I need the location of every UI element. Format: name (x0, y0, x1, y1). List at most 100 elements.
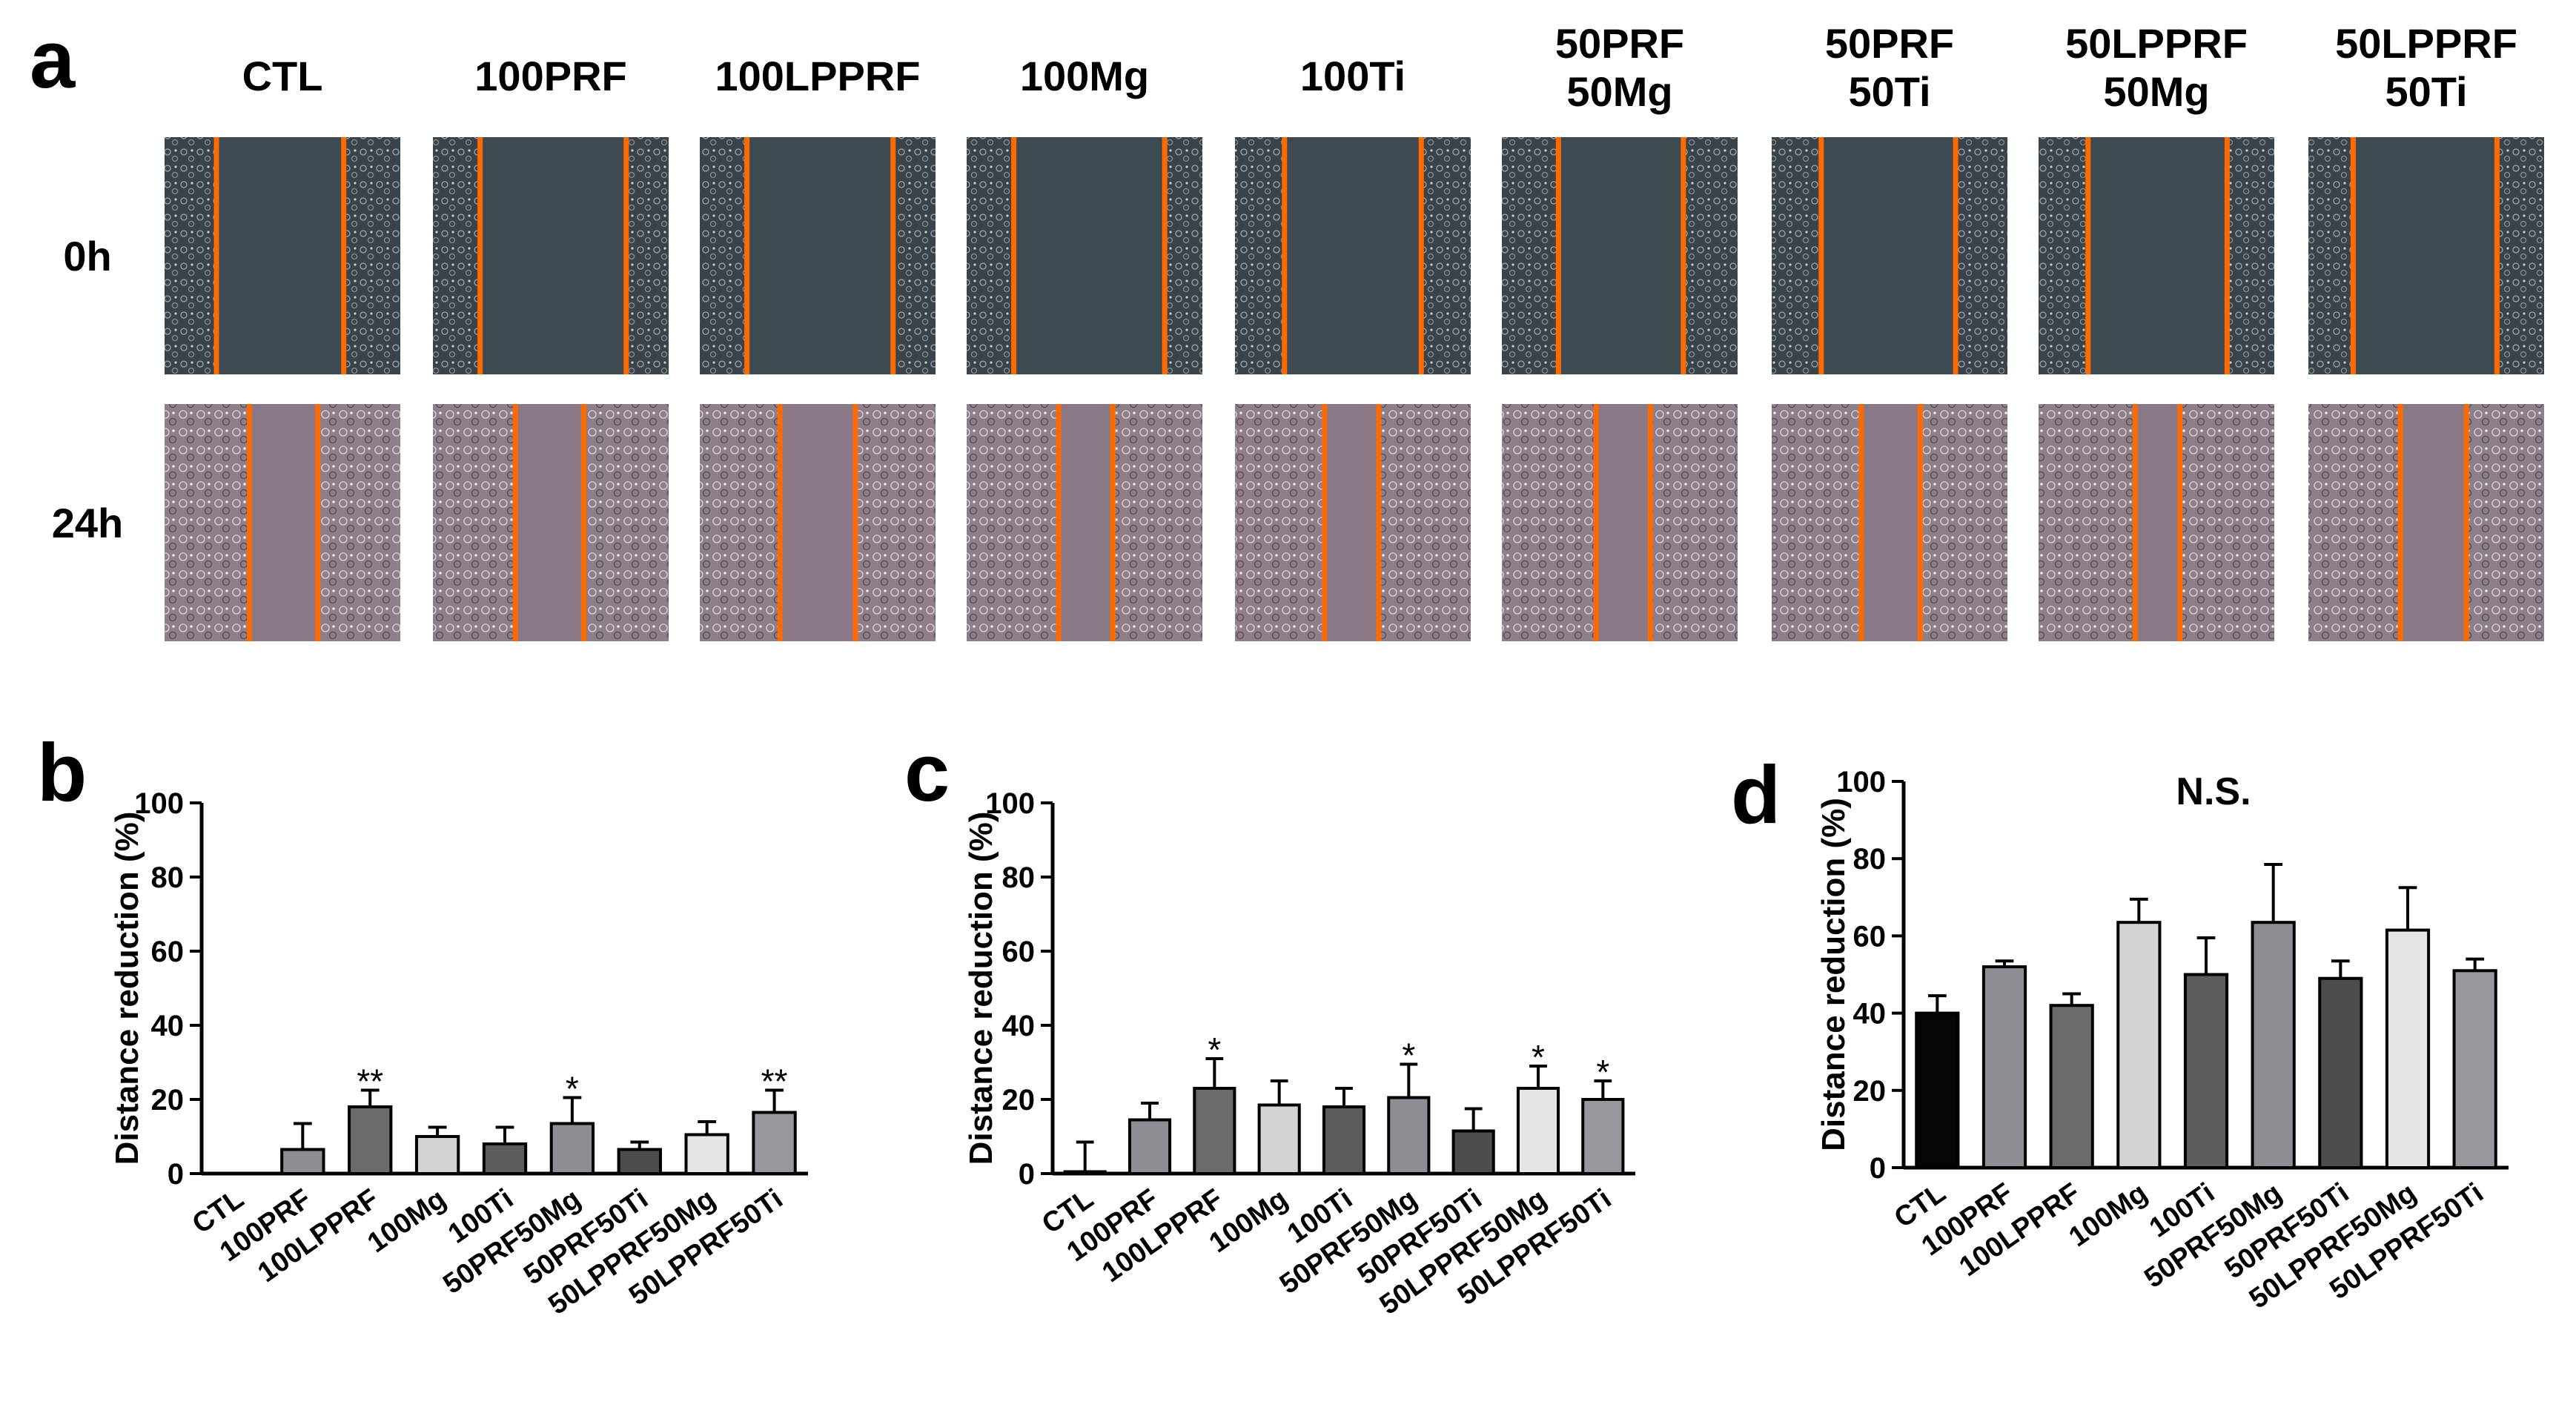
bar-50PRF50Ti (1451, 1129, 1495, 1175)
panel-letter-c: c (904, 727, 950, 818)
significance-50LPPRF50Ti: ** (761, 1062, 788, 1101)
bar-100Mg (1257, 1103, 1301, 1175)
panel-letter-a: a (30, 14, 76, 105)
wound-gap (2400, 404, 2467, 641)
y-tick-label: 80 (1002, 861, 1036, 894)
wound-gap (216, 137, 344, 374)
wound-gap (2135, 404, 2180, 641)
bar-100LPPRF (348, 1105, 393, 1175)
row-label-0h: 0h (63, 233, 111, 279)
wound-gap (480, 137, 626, 374)
column-header-6-line0: 50PRF (1825, 20, 1954, 67)
micrograph-0h-8 (2308, 137, 2544, 374)
y-tick-label: 20 (151, 1084, 185, 1116)
micrograph-0h-4 (1235, 137, 1471, 374)
bar-50LPPRF50Ti (752, 1111, 797, 1175)
bar-50PRF50Mg (1387, 1096, 1431, 1175)
bar-50LPPRF50Ti (1581, 1098, 1625, 1175)
wound-gap (2353, 137, 2497, 374)
row-labels: 0h 24h (52, 233, 124, 546)
y-tick-label: 100 (1836, 766, 1886, 798)
row-label-24h: 24h (52, 500, 124, 546)
column-header-7-line1: 50Mg (2103, 68, 2209, 115)
column-header-1: 100PRF (474, 53, 626, 99)
micrograph-0h-7 (2039, 137, 2274, 374)
micrograph-0h-3 (967, 137, 1202, 374)
bar-100PRF (1981, 965, 2027, 1169)
micrograph-0h-2 (700, 137, 936, 374)
wound-gap (1596, 404, 1651, 641)
micrograph-0h-5 (1502, 137, 1738, 374)
y-tick-label: 80 (1853, 843, 1887, 876)
micrograph-24h-6 (1772, 404, 2007, 641)
bar-50LPPRF50Mg (2385, 928, 2431, 1169)
bar-100LPPRF (2049, 1004, 2094, 1170)
wound-gap (2087, 137, 2228, 374)
column-header-5-line0: 50PRF (1555, 20, 1684, 67)
y-tick-label: 20 (1853, 1075, 1887, 1108)
micrograph-0h-0 (165, 137, 400, 374)
bar-50PRF50Ti (2318, 976, 2363, 1169)
significance-50PRF50Mg: * (566, 1070, 579, 1108)
y-tick-label: 0 (1870, 1152, 1886, 1185)
wound-gap (1324, 404, 1379, 641)
chart-d: d N.S.Distance reduction (%)020406080100C… (1731, 750, 2509, 1315)
y-axis-title: Distance reduction (%) (109, 812, 145, 1165)
bar-100PRF (1128, 1118, 1172, 1175)
bar-100Mg (414, 1135, 460, 1175)
y-tick-label: 80 (151, 861, 185, 894)
bar-50PRF50Mg (2251, 921, 2296, 1170)
micrograph-24h-1 (433, 404, 669, 641)
micrograph-grid (165, 137, 2544, 641)
wound-gap (1059, 404, 1113, 641)
chart-title: N.S. (2176, 770, 2251, 813)
column-header-7-line0: 50LPPRF (2065, 20, 2248, 67)
significance-100LPPRF: * (1208, 1030, 1221, 1069)
bar-100LPPRF (1193, 1087, 1236, 1175)
micrograph-24h-8 (2308, 404, 2544, 641)
y-tick-label: 60 (151, 936, 185, 968)
y-tick-label: 40 (1853, 998, 1887, 1030)
x-tick-label-100Mg: 100Mg (362, 1183, 451, 1259)
y-tick-label: 60 (1853, 920, 1887, 953)
wound-gap (780, 404, 855, 641)
micrograph-0h-1 (433, 137, 669, 374)
bar-100PRF (280, 1148, 325, 1175)
wound-gap (249, 404, 318, 641)
column-header-8-line1: 50Ti (2385, 68, 2467, 115)
column-header-5-line1: 50Mg (1566, 68, 1672, 115)
column-header-4: 100Ti (1300, 53, 1405, 99)
wound-gap (515, 404, 584, 641)
bar-100Ti (1322, 1105, 1366, 1175)
significance-50PRF50Mg: * (1402, 1036, 1415, 1075)
column-headers: CTL 100PRF 100LPPRF 100Mg 100Ti50PRF50Mg50PR… (242, 20, 2517, 115)
micrograph-24h-2 (700, 404, 936, 641)
y-tick-label: 40 (151, 1010, 185, 1042)
panel-a: a CTL 100PRF 100LPPRF 100Mg 100Ti50PRF50Mg50… (30, 14, 2544, 641)
y-tick-label: 0 (1019, 1158, 1035, 1191)
bar-CTL (1063, 1170, 1107, 1175)
panel-letter-b: b (37, 727, 87, 818)
bar-100Ti (2183, 973, 2229, 1169)
micrograph-24h-4 (1235, 404, 1471, 641)
wound-gap (746, 137, 893, 374)
micrograph-24h-0 (165, 404, 400, 641)
y-axis-title: Distance reduction (%) (1815, 798, 1852, 1151)
significance-50LPPRF50Ti: * (1596, 1053, 1609, 1091)
bar-50PRF50Ti (617, 1148, 662, 1175)
bar-50LPPRF50Ti (2452, 969, 2497, 1170)
panel-letter-d: d (1731, 750, 1781, 841)
micrograph-24h-5 (1502, 404, 1738, 641)
bar-50LPPRF50Mg (1516, 1087, 1560, 1175)
wound-gap (1284, 137, 1422, 374)
column-header-2: 100LPPRF (715, 53, 921, 99)
y-tick-label: 40 (1002, 1010, 1036, 1042)
bar-50LPPRF50Mg (684, 1133, 729, 1175)
y-tick-label: 60 (1002, 936, 1036, 968)
micrograph-24h-3 (967, 404, 1202, 641)
bar-100Ti (482, 1142, 528, 1175)
significance-100LPPRF: ** (357, 1062, 383, 1101)
column-header-0: CTL (242, 53, 323, 99)
